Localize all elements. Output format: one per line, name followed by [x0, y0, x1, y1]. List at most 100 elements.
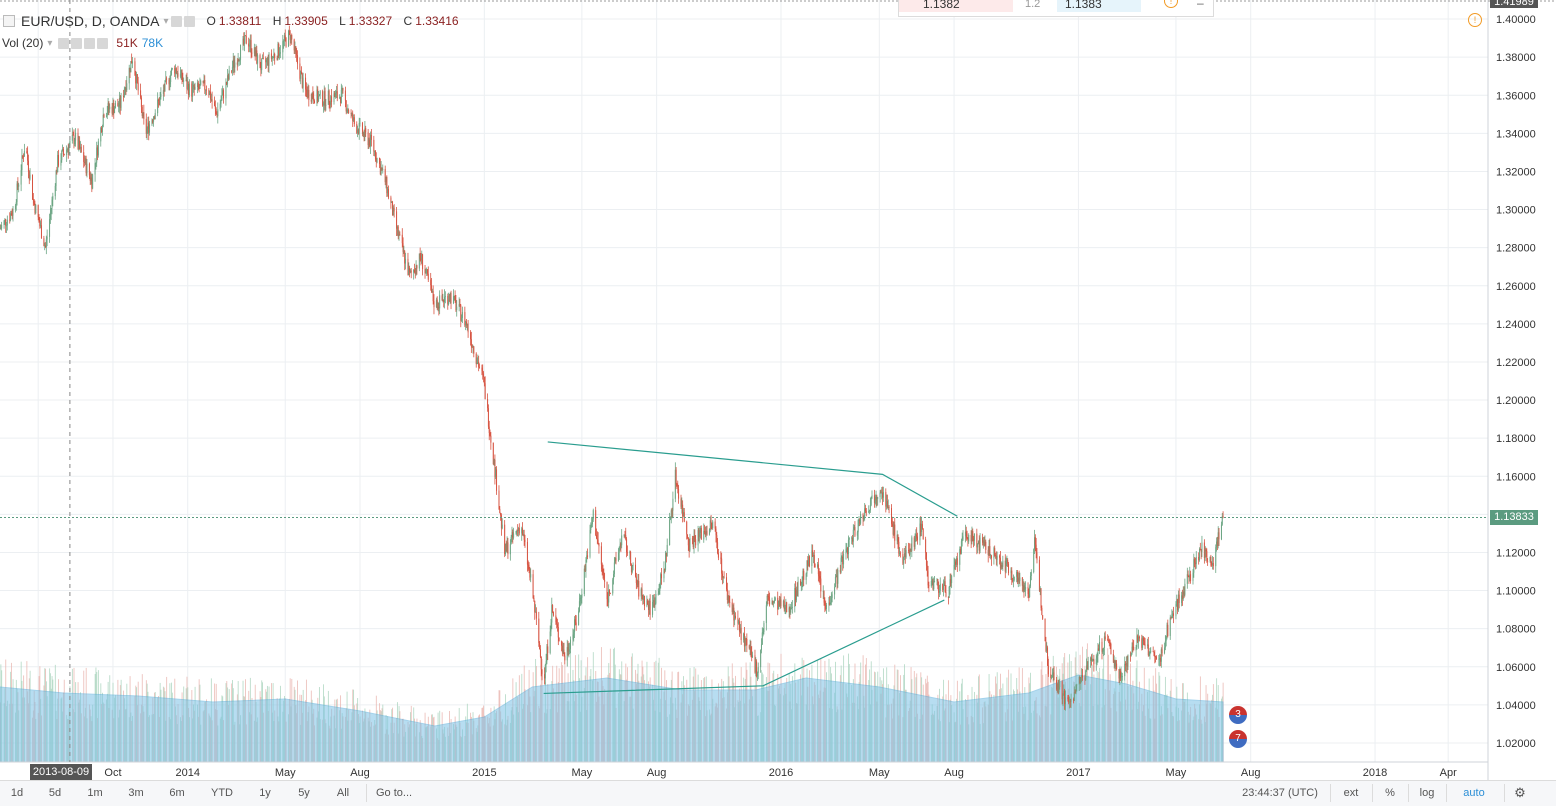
percent-scale-toggle[interactable]: % [1380, 785, 1400, 801]
candle-body [1076, 685, 1077, 686]
candle-body [1162, 649, 1163, 653]
range-ytd-button[interactable]: YTD [206, 785, 238, 801]
candle-body [286, 38, 287, 46]
candle-body [1120, 671, 1121, 676]
candle-body [499, 509, 500, 513]
range-all-button[interactable]: All [330, 785, 356, 801]
divider [1446, 784, 1447, 802]
alert-clock-icon[interactable]: ! [1164, 0, 1178, 8]
range-1y-button[interactable]: 1y [252, 785, 278, 801]
candle-body [478, 362, 479, 368]
y-tick-label: 1.02000 [1496, 738, 1536, 750]
candle-body [966, 532, 967, 534]
candle-body [1193, 573, 1194, 581]
sell-button[interactable]: 1.1382 [899, 0, 1013, 12]
drawings[interactable] [0, 442, 1488, 693]
candle-body [762, 633, 763, 645]
x-tick-label: 2016 [769, 767, 793, 779]
candle-body [775, 598, 776, 600]
eye-icon[interactable] [58, 38, 69, 49]
candle-body [687, 534, 688, 538]
range-5d-button[interactable]: 5d [42, 785, 68, 801]
candle-body [1210, 557, 1211, 565]
candle-body [1173, 613, 1174, 615]
candle-body [382, 169, 383, 170]
candle-body [669, 520, 670, 545]
clock-icon[interactable]: ! [1468, 13, 1482, 27]
candle-body [989, 546, 990, 556]
y-tick-label: 1.16000 [1496, 471, 1536, 483]
candle-body [75, 133, 76, 141]
settings-icon[interactable] [184, 16, 195, 27]
event-badge[interactable]: 3 [1229, 706, 1247, 724]
candle-body [399, 234, 400, 235]
candle-body [655, 594, 656, 604]
candle-body [56, 171, 57, 186]
range-5y-button[interactable]: 5y [291, 785, 317, 801]
candle-body [607, 582, 608, 599]
candle-body [695, 539, 696, 545]
candle-body [667, 545, 668, 556]
candle-body [824, 603, 825, 605]
candle-body [894, 525, 895, 541]
close-icon[interactable] [97, 38, 108, 49]
candle-body [883, 492, 884, 498]
range-1m-button[interactable]: 1m [82, 785, 108, 801]
range-6m-button[interactable]: 6m [164, 785, 190, 801]
candle-body [60, 160, 61, 165]
range-1d-button[interactable]: 1d [4, 785, 30, 801]
collapse-icon[interactable] [3, 15, 15, 27]
y-tick-label: 1.06000 [1496, 662, 1536, 674]
candle-body [951, 576, 952, 583]
candle-body [830, 602, 831, 604]
minimize-icon[interactable]: – [1197, 0, 1204, 10]
candle-body [721, 559, 722, 574]
y-tick-label: 1.24000 [1496, 319, 1536, 331]
chevron-down-icon[interactable]: ▾ [47, 38, 52, 49]
candle-body [24, 151, 25, 157]
candle-body [803, 571, 804, 580]
bottom-toolbar: 1d 5d 1m 3m 6m YTD 1y 5y All Go to... 23… [0, 780, 1556, 806]
candle-body [689, 538, 690, 550]
candle-body [928, 571, 929, 585]
candle-body [694, 536, 695, 540]
settings-icon[interactable] [71, 38, 82, 49]
candle-body [891, 508, 892, 524]
eye-icon[interactable] [171, 16, 182, 27]
candle-body [752, 655, 753, 657]
candle-body [598, 543, 599, 546]
candle-body [1036, 545, 1037, 553]
event-badge[interactable]: 7 [1229, 730, 1247, 748]
candle-body [473, 346, 474, 353]
candle-body [425, 273, 426, 274]
candle-body [451, 293, 452, 303]
candle-body [176, 68, 177, 73]
candle-body [1008, 564, 1009, 573]
candle-body [1149, 652, 1150, 655]
candle-body [13, 209, 14, 216]
gear-icon[interactable]: ⚙ [1512, 785, 1528, 801]
candle-body [132, 61, 133, 63]
volume-ma-value: 78K [142, 36, 163, 50]
candle-body [1033, 549, 1034, 572]
auto-scale-toggle[interactable]: auto [1458, 785, 1490, 801]
candle-body [585, 560, 586, 571]
candle-body [621, 535, 622, 545]
extended-hours-toggle[interactable]: ext [1338, 785, 1364, 801]
trendline[interactable] [548, 442, 958, 516]
goto-button[interactable]: Go to... [376, 785, 426, 801]
candle-body [715, 529, 716, 536]
candle-body [479, 367, 480, 368]
candle-body [41, 225, 42, 238]
log-scale-toggle[interactable]: log [1416, 785, 1438, 801]
candle-body [1122, 676, 1123, 677]
range-3m-button[interactable]: 3m [123, 785, 149, 801]
move-icon[interactable] [84, 38, 95, 49]
candle-body [118, 106, 119, 107]
x-tick-label: 2015 [472, 767, 496, 779]
candle-body [1150, 651, 1151, 652]
chevron-down-icon[interactable]: ▾ [163, 16, 168, 27]
buy-button[interactable]: 1.1383 [1057, 0, 1141, 12]
candle-body [898, 535, 899, 542]
